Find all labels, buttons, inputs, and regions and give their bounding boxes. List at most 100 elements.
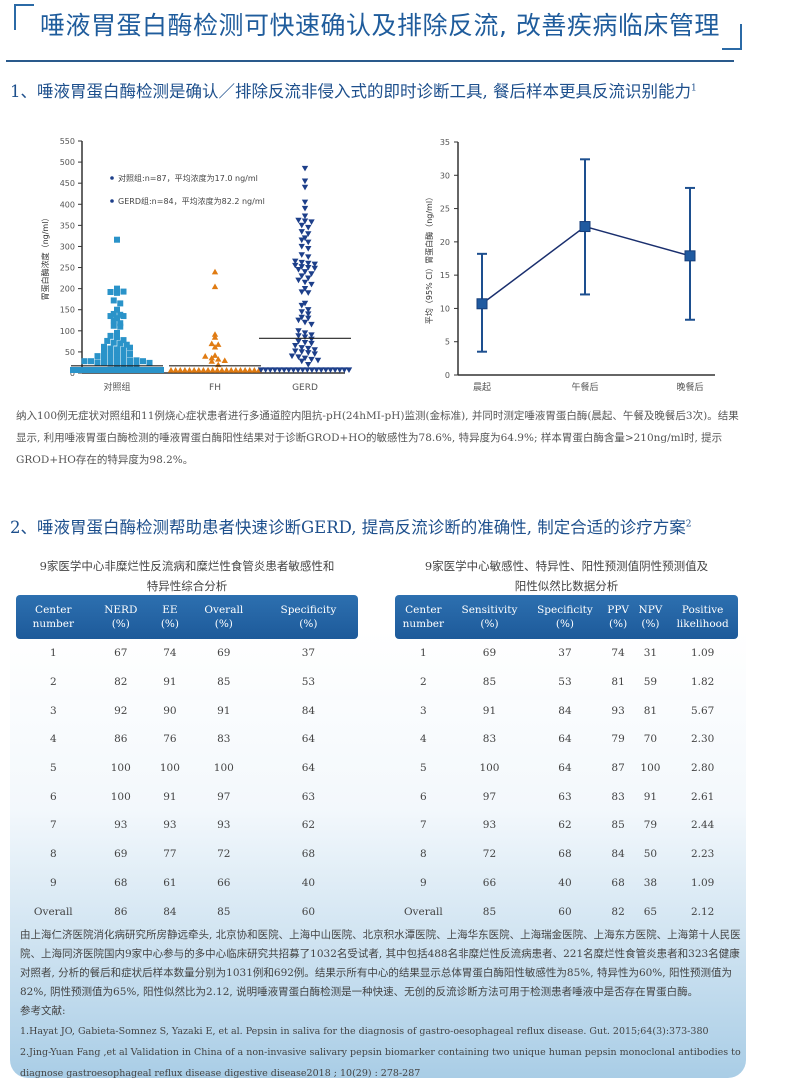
table-cell: 63 xyxy=(558,790,572,803)
table-cell: 53 xyxy=(301,676,316,689)
data-point-square xyxy=(117,300,124,307)
table-cell: 37 xyxy=(301,647,316,660)
y-axis-label: 平均（95% CI）胃蛋白酶（ng/ml） xyxy=(424,193,434,324)
y-tick-label: 50 xyxy=(65,348,75,357)
table-row: 8 72 68 84 50 2.23 xyxy=(395,840,738,869)
column-header: Positive likelihood xyxy=(667,595,738,639)
table-cell: 61 xyxy=(163,876,177,889)
table-cell: 97 xyxy=(482,790,497,803)
table-cell: 83 xyxy=(217,733,231,746)
data-point-triangle-down xyxy=(301,184,309,191)
data-point-triangle xyxy=(211,283,219,290)
header-line: Positive xyxy=(681,604,724,616)
table-cell: 77 xyxy=(163,848,177,861)
data-point-square xyxy=(117,323,124,330)
data-point-triangle-down xyxy=(301,205,309,212)
table-cell: 37 xyxy=(558,647,572,660)
table2: Center number Sensitivity (%) Specificity (%)… xyxy=(395,595,738,926)
data-point-triangle-down xyxy=(298,302,305,309)
data-point-triangle-down xyxy=(345,367,353,373)
data-point-triangle xyxy=(204,367,212,373)
table-cell: 1.82 xyxy=(690,676,715,689)
section1-heading-text: 1、唾液胃蛋白酶检测是确认／排除反流非侵入式的即时诊断工具, 餐后样本更具反流识… xyxy=(10,82,691,101)
data-point-triangle-down xyxy=(322,367,330,373)
data-point-triangle-down xyxy=(298,229,305,235)
table-cell: 5.67 xyxy=(690,704,715,717)
data-point-triangle-down xyxy=(301,319,309,326)
data-point-triangle-down xyxy=(336,367,343,373)
header-line: Specificity xyxy=(537,604,593,616)
data-point-square xyxy=(94,359,101,366)
table-cell: 59 xyxy=(643,676,658,689)
data-point-triangle xyxy=(177,367,184,373)
data-point-triangle-down xyxy=(341,367,348,373)
section2-heading-text: 2、唾液胃蛋白酶检测帮助患者快速诊断GERD, 提高反流诊断的准确性, 制定合适… xyxy=(10,518,686,537)
header-line: Center xyxy=(35,604,72,616)
table-cell: 100 xyxy=(213,762,234,775)
data-point-triangle-down xyxy=(276,367,283,373)
caption-line: 阳性似然比数据分析 xyxy=(514,579,619,593)
data-point-square xyxy=(81,358,88,365)
y-tick-label: 350 xyxy=(60,221,75,230)
data-point-triangle xyxy=(211,331,219,337)
x-tick-label: 午餐后 xyxy=(571,381,598,393)
data-point-triangle xyxy=(186,367,193,373)
header-line: (%) xyxy=(299,618,318,630)
table-cell: 9 xyxy=(49,876,57,889)
data-point-triangle-down xyxy=(305,231,312,237)
data-point-triangle-down xyxy=(308,332,315,339)
data-point-triangle-down xyxy=(305,260,312,267)
data-point-triangle-down xyxy=(295,338,302,345)
data-point-triangle-down xyxy=(298,243,305,250)
column-header: Overall (%) xyxy=(188,595,259,639)
table-cell: 72 xyxy=(482,848,497,861)
data-point-triangle xyxy=(211,268,219,275)
column-header: EE (%) xyxy=(150,595,189,639)
data-point-square xyxy=(110,297,117,304)
table-cell: 3 xyxy=(49,704,57,717)
data-point-square xyxy=(107,332,114,339)
table-cell: 91 xyxy=(163,676,177,689)
data-point-triangle-down xyxy=(308,219,315,225)
data-point-triangle xyxy=(246,367,253,373)
table-row: 2 85 53 81 59 1.82 xyxy=(395,668,738,697)
data-point-triangle-down xyxy=(314,357,322,364)
data-point-triangle xyxy=(223,367,230,373)
table-cell: 69 xyxy=(482,647,497,660)
data-point-triangle-down xyxy=(298,264,305,270)
data-point-triangle-down xyxy=(301,269,309,275)
table-cell: 1.09 xyxy=(690,876,715,889)
data-point-triangle-down xyxy=(298,259,305,266)
data-point-triangle-down xyxy=(305,264,312,271)
table-cell: 85 xyxy=(217,905,231,918)
data-point-triangle-down xyxy=(308,340,315,347)
table-cell: 60 xyxy=(558,905,572,918)
ref-mark: 1 xyxy=(691,83,697,94)
data-point-square xyxy=(133,357,140,364)
data-point-triangle-down xyxy=(301,279,309,286)
table-cell: 72 xyxy=(217,848,231,861)
data-point-square xyxy=(476,298,488,310)
table1: Center number NERD (%) EE (%) Overall (%) Specif… xyxy=(16,595,358,926)
data-point-triangle-down xyxy=(305,254,312,260)
data-point-triangle xyxy=(190,367,198,373)
data-point-triangle-down xyxy=(327,367,334,373)
data-point-triangle-down xyxy=(308,356,315,363)
y-tick-label: 100 xyxy=(60,327,75,336)
table-row: 7 93 62 85 79 2.44 xyxy=(395,811,738,840)
data-point-square xyxy=(110,310,117,317)
data-point-square xyxy=(114,289,120,296)
data-point-triangle-down xyxy=(311,261,318,268)
caption-line: 9家医学中心非糜烂性反流病和糜烂性食管炎患者敏感性和 xyxy=(39,559,335,573)
column-header: Center number xyxy=(16,595,91,639)
table-cell: 6 xyxy=(49,790,57,803)
table-row: 6 97 63 83 91 2.61 xyxy=(395,782,738,811)
header-line: (%) xyxy=(555,618,575,630)
data-point-triangle-down xyxy=(267,367,274,373)
table-row: 9 66 40 68 38 1.09 xyxy=(395,869,738,898)
legend-bullet xyxy=(110,176,114,180)
table-row: 3 92 90 91 84 xyxy=(16,696,358,725)
data-point-square xyxy=(117,320,124,327)
data-point-square xyxy=(107,355,114,362)
table-row: 5 100 100 100 64 xyxy=(16,754,358,783)
